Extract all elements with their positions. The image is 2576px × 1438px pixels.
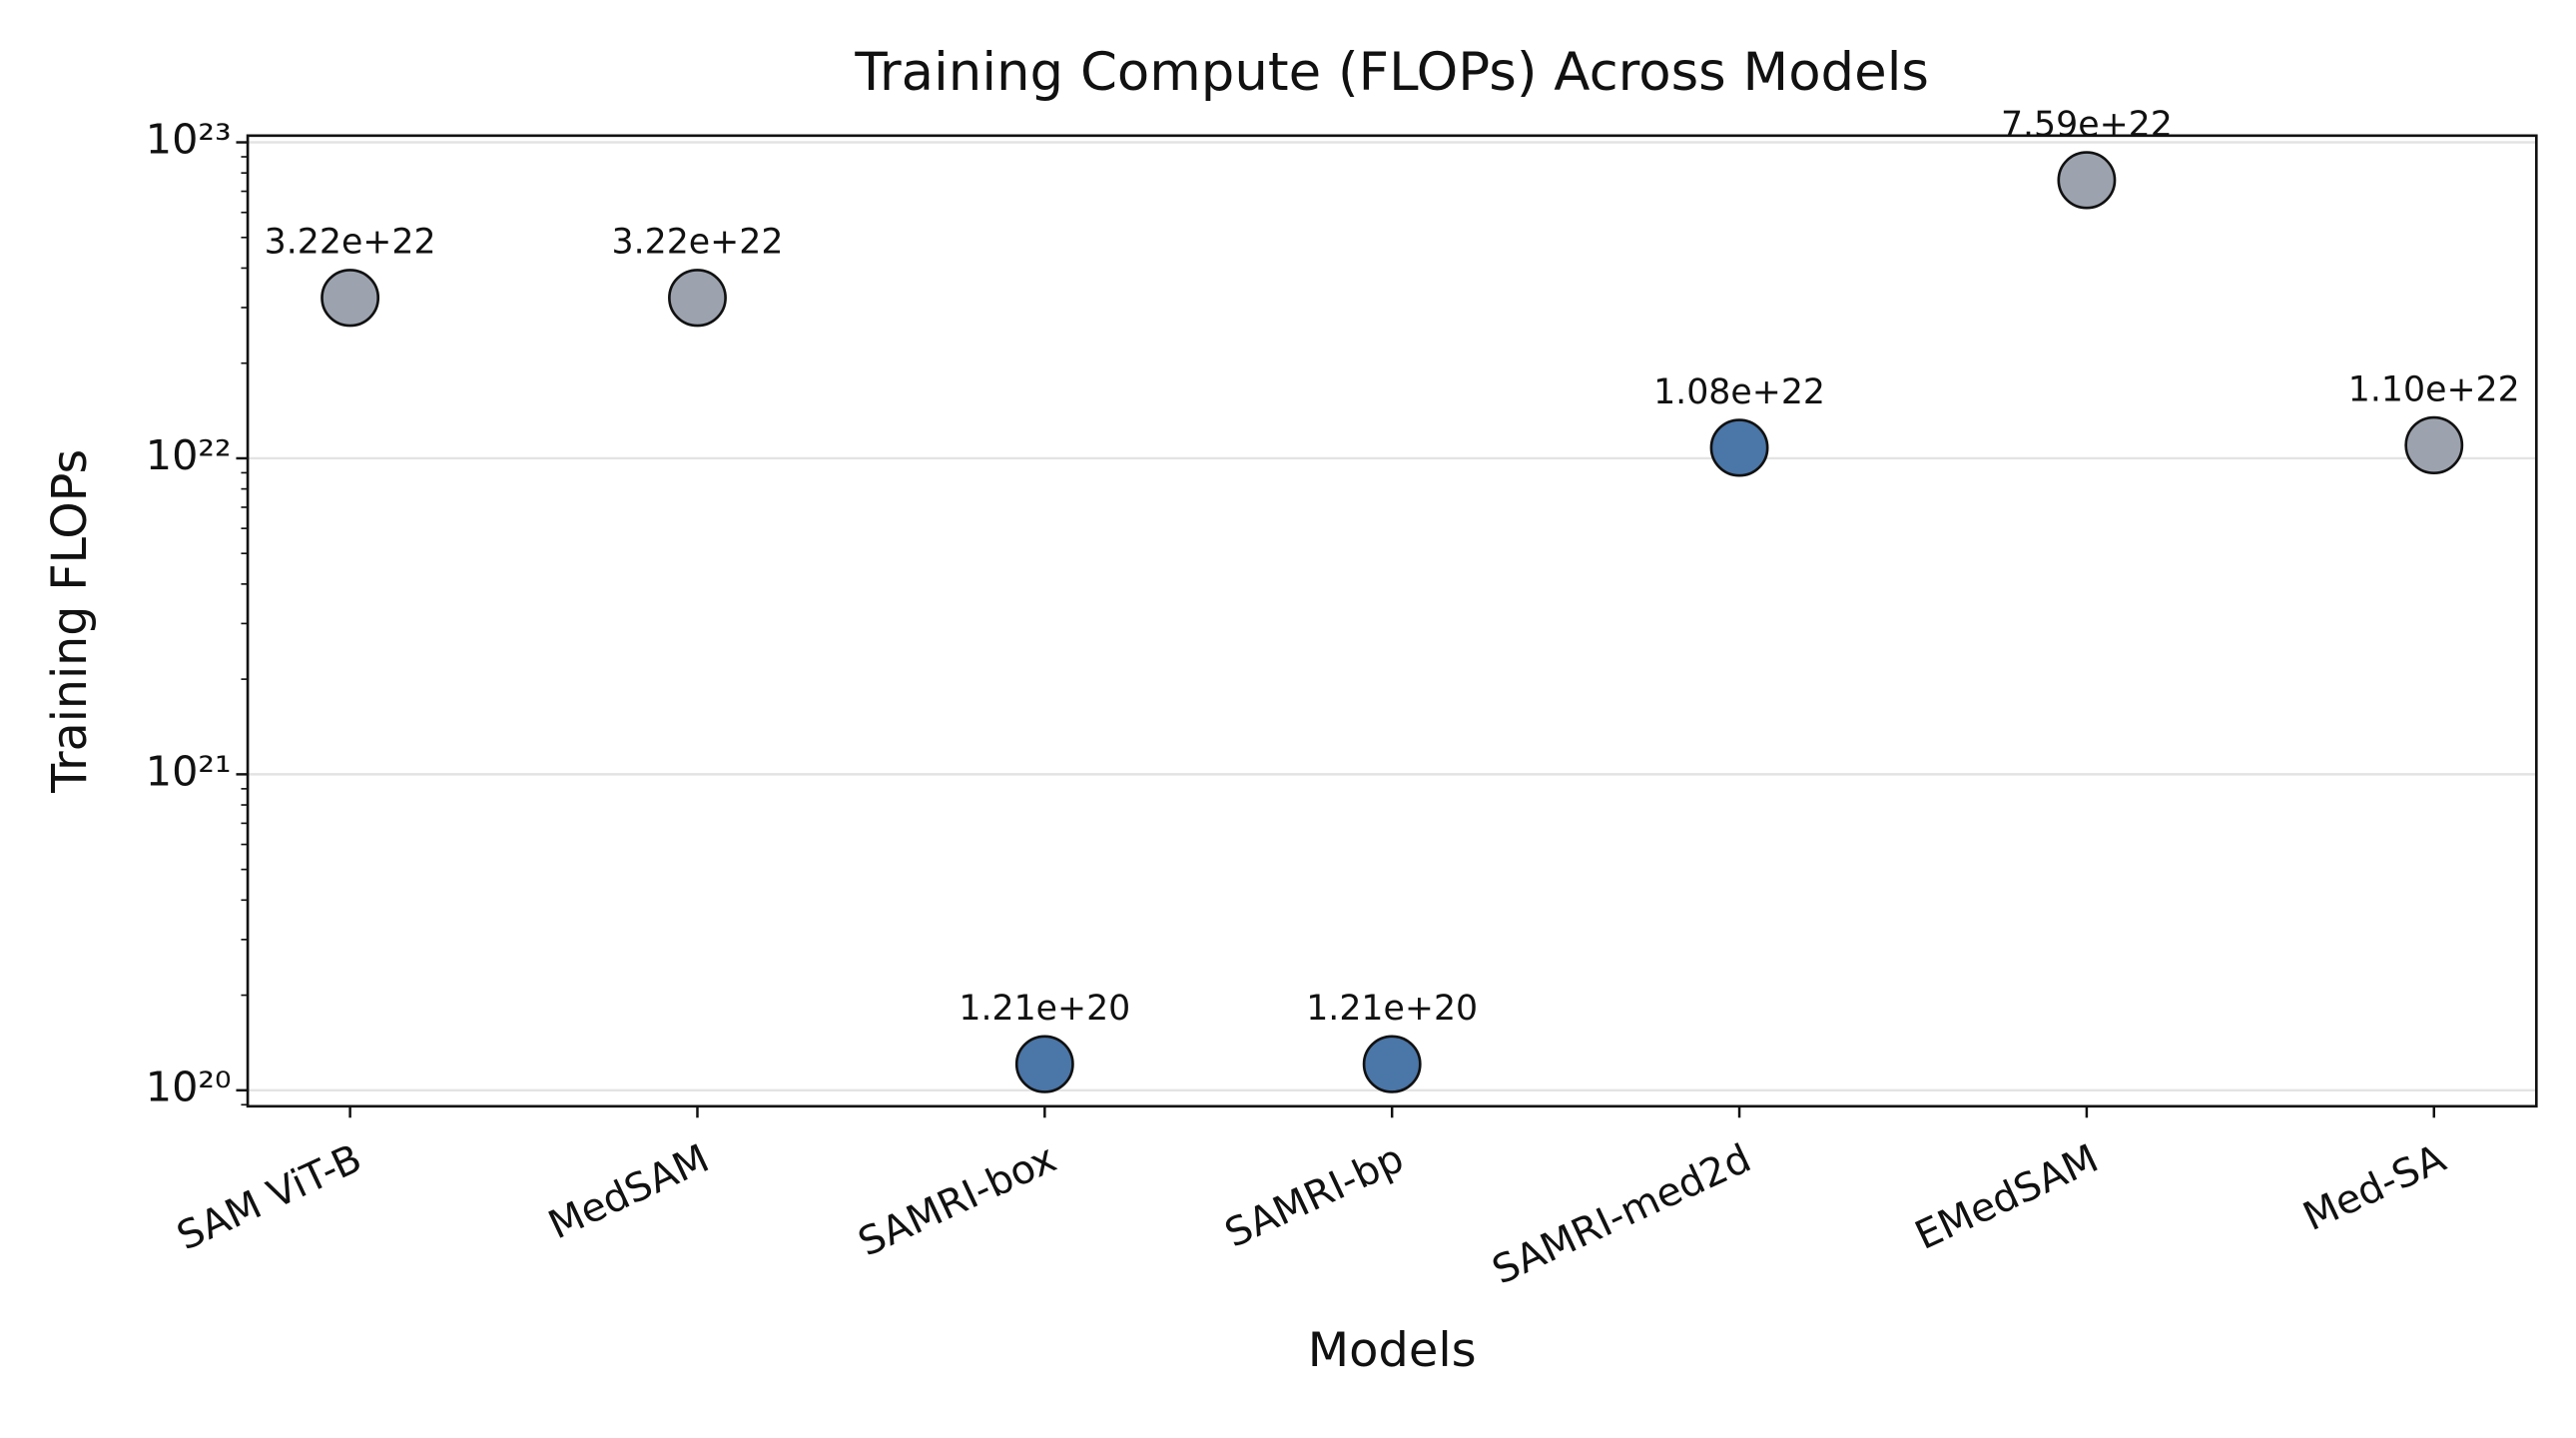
x-axis-label: Models: [1308, 1323, 1477, 1378]
value-label: 1.08e+22: [1653, 372, 1825, 412]
value-label: 3.22e+22: [265, 223, 436, 263]
value-label: 3.22e+22: [612, 223, 784, 263]
y-tick-label: 10²⁰: [146, 1064, 232, 1111]
chart-title: Training Compute (FLOPs) Across Models: [854, 42, 1929, 103]
point: [668, 269, 727, 328]
value-label: 7.59e+22: [2001, 105, 2173, 145]
point: [1709, 418, 1769, 477]
value-label: 1.10e+22: [2348, 369, 2520, 409]
y-tick-label: 10²¹: [146, 748, 232, 796]
y-tick-label: 10²³: [146, 116, 232, 164]
point: [2057, 151, 2117, 210]
y-axis-label: Training FLOPs: [43, 449, 98, 794]
y-tick-label: 10²²: [146, 431, 232, 479]
value-label: 1.21e+20: [959, 989, 1130, 1029]
value-label: 1.21e+20: [1306, 989, 1478, 1029]
point: [1014, 1035, 1074, 1093]
point: [1362, 1035, 1422, 1093]
point: [321, 269, 380, 328]
point: [2404, 415, 2464, 474]
